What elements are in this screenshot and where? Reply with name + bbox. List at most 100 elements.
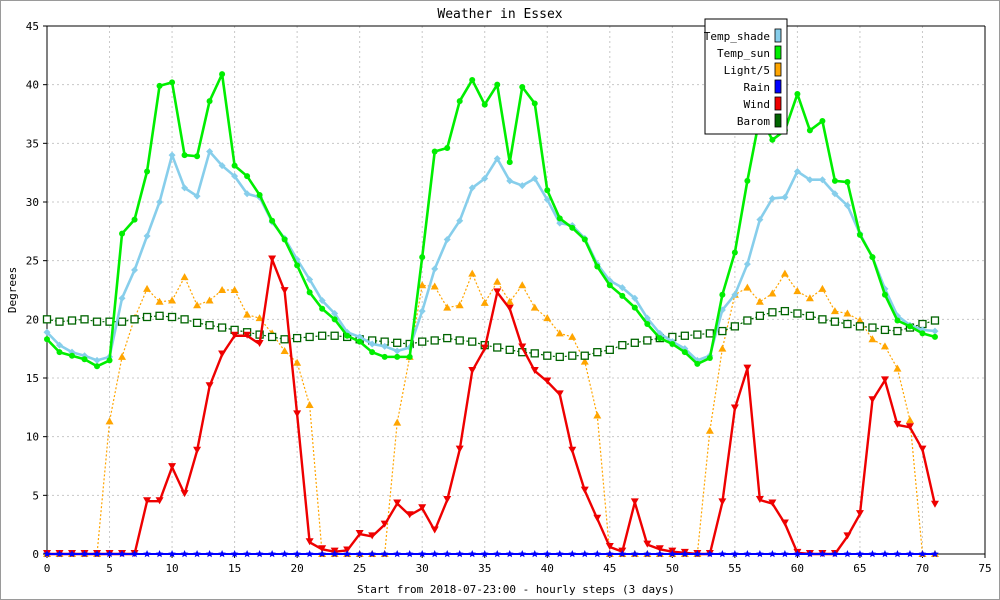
x-tick-label: 70 xyxy=(916,562,929,575)
data-point-light-5 xyxy=(418,281,427,289)
data-point-barom xyxy=(630,338,639,347)
data-point-light-5 xyxy=(193,301,202,309)
data-point-barom xyxy=(605,345,614,354)
data-point-rain xyxy=(243,550,251,558)
data-point-temp-sun xyxy=(156,82,163,89)
data-point-wind xyxy=(530,366,539,374)
data-point-temp-shade xyxy=(931,327,939,335)
data-point-barom xyxy=(930,316,940,325)
data-point-wind xyxy=(480,344,489,352)
data-point-temp-shade xyxy=(543,196,551,204)
data-point-temp-sun xyxy=(419,254,426,261)
data-point-barom xyxy=(843,319,852,329)
data-point-rain xyxy=(468,550,477,558)
data-point-rain xyxy=(205,550,214,558)
data-point-temp-sun xyxy=(194,153,201,160)
data-point-rain xyxy=(906,550,914,558)
data-point-temp-sun xyxy=(556,215,563,222)
data-point-wind xyxy=(493,288,502,296)
x-tick-label: 20 xyxy=(291,562,304,575)
data-point-temp-shade xyxy=(481,175,489,183)
data-point-temp-shade xyxy=(356,333,364,341)
data-point-barom xyxy=(718,326,727,336)
data-point-temp-shade xyxy=(443,236,451,244)
data-point-barom xyxy=(292,333,302,343)
data-point-rain xyxy=(380,550,389,558)
data-point-barom xyxy=(192,318,202,328)
data-point-temp-sun xyxy=(619,292,626,299)
data-point-rain xyxy=(493,550,502,558)
data-point-rain xyxy=(155,550,164,558)
data-point-temp-sun xyxy=(394,353,401,360)
legend-label-barom: Barom xyxy=(737,115,770,128)
data-point-temp-sun xyxy=(569,224,576,231)
data-point-temp-shade xyxy=(306,275,314,283)
data-point-wind xyxy=(855,510,864,518)
series-layer xyxy=(42,71,940,558)
data-point-temp-sun xyxy=(831,177,838,184)
data-point-temp-sun xyxy=(581,236,588,243)
data-point-barom xyxy=(755,311,765,320)
data-point-temp-sun xyxy=(244,173,251,180)
data-point-wind xyxy=(355,530,364,538)
data-point-rain xyxy=(330,550,339,558)
legend-label-wind: Wind xyxy=(744,98,771,111)
data-point-wind xyxy=(580,486,589,494)
data-point-temp-sun xyxy=(456,98,463,105)
data-point-rain xyxy=(718,550,727,558)
data-point-temp-shade xyxy=(618,284,626,292)
data-point-temp-shade xyxy=(206,148,214,156)
data-point-light-5 xyxy=(780,269,789,277)
data-point-light-5 xyxy=(868,335,877,343)
data-point-rain xyxy=(743,550,752,558)
y-tick-label: 20 xyxy=(26,313,39,326)
data-point-temp-sun xyxy=(806,127,813,134)
legend-swatch-rain xyxy=(774,79,782,94)
data-point-wind xyxy=(643,540,652,548)
data-point-wind xyxy=(843,532,852,540)
data-point-temp-shade xyxy=(168,151,176,159)
data-point-rain xyxy=(856,550,864,558)
x-tick-label: 15 xyxy=(228,562,241,575)
data-point-temp-shade xyxy=(381,342,389,350)
data-point-rain xyxy=(230,550,239,558)
data-point-temp-sun xyxy=(906,323,913,330)
data-point-barom xyxy=(80,315,89,324)
data-point-rain xyxy=(255,550,264,558)
data-point-light-5 xyxy=(555,329,564,337)
data-point-temp-sun xyxy=(406,353,413,360)
data-point-temp-shade xyxy=(506,177,514,185)
data-point-wind xyxy=(218,350,227,358)
data-point-temp-sun xyxy=(744,177,751,184)
data-point-temp-shade xyxy=(193,192,201,200)
data-point-temp-shade xyxy=(831,190,839,198)
data-point-light-5 xyxy=(718,344,727,352)
grid xyxy=(47,26,985,554)
data-point-temp-sun xyxy=(81,356,88,363)
data-point-temp-sun xyxy=(206,98,213,105)
data-point-light-5 xyxy=(893,364,902,372)
data-point-light-5 xyxy=(230,286,239,293)
data-point-temp-sun xyxy=(681,349,688,356)
data-point-barom xyxy=(868,323,877,332)
data-point-rain xyxy=(893,550,902,558)
data-point-rain xyxy=(555,550,564,558)
data-point-barom xyxy=(568,351,577,360)
y-tick-label: 30 xyxy=(26,196,39,209)
data-point-rain xyxy=(305,550,314,558)
data-point-temp-sun xyxy=(319,305,326,312)
data-point-light-5 xyxy=(505,297,514,305)
data-point-barom xyxy=(280,335,289,344)
data-point-barom xyxy=(142,312,152,322)
data-point-barom xyxy=(705,329,715,338)
data-point-rain xyxy=(881,550,889,558)
data-point-barom xyxy=(92,317,102,326)
data-point-wind xyxy=(655,545,664,553)
data-point-barom xyxy=(880,325,890,335)
data-point-wind xyxy=(230,331,239,339)
series-line-wind xyxy=(47,258,937,556)
data-point-light-5 xyxy=(530,303,539,311)
data-point-rain xyxy=(318,550,326,558)
data-point-wind xyxy=(905,423,914,431)
x-tick-label: 25 xyxy=(353,562,366,575)
